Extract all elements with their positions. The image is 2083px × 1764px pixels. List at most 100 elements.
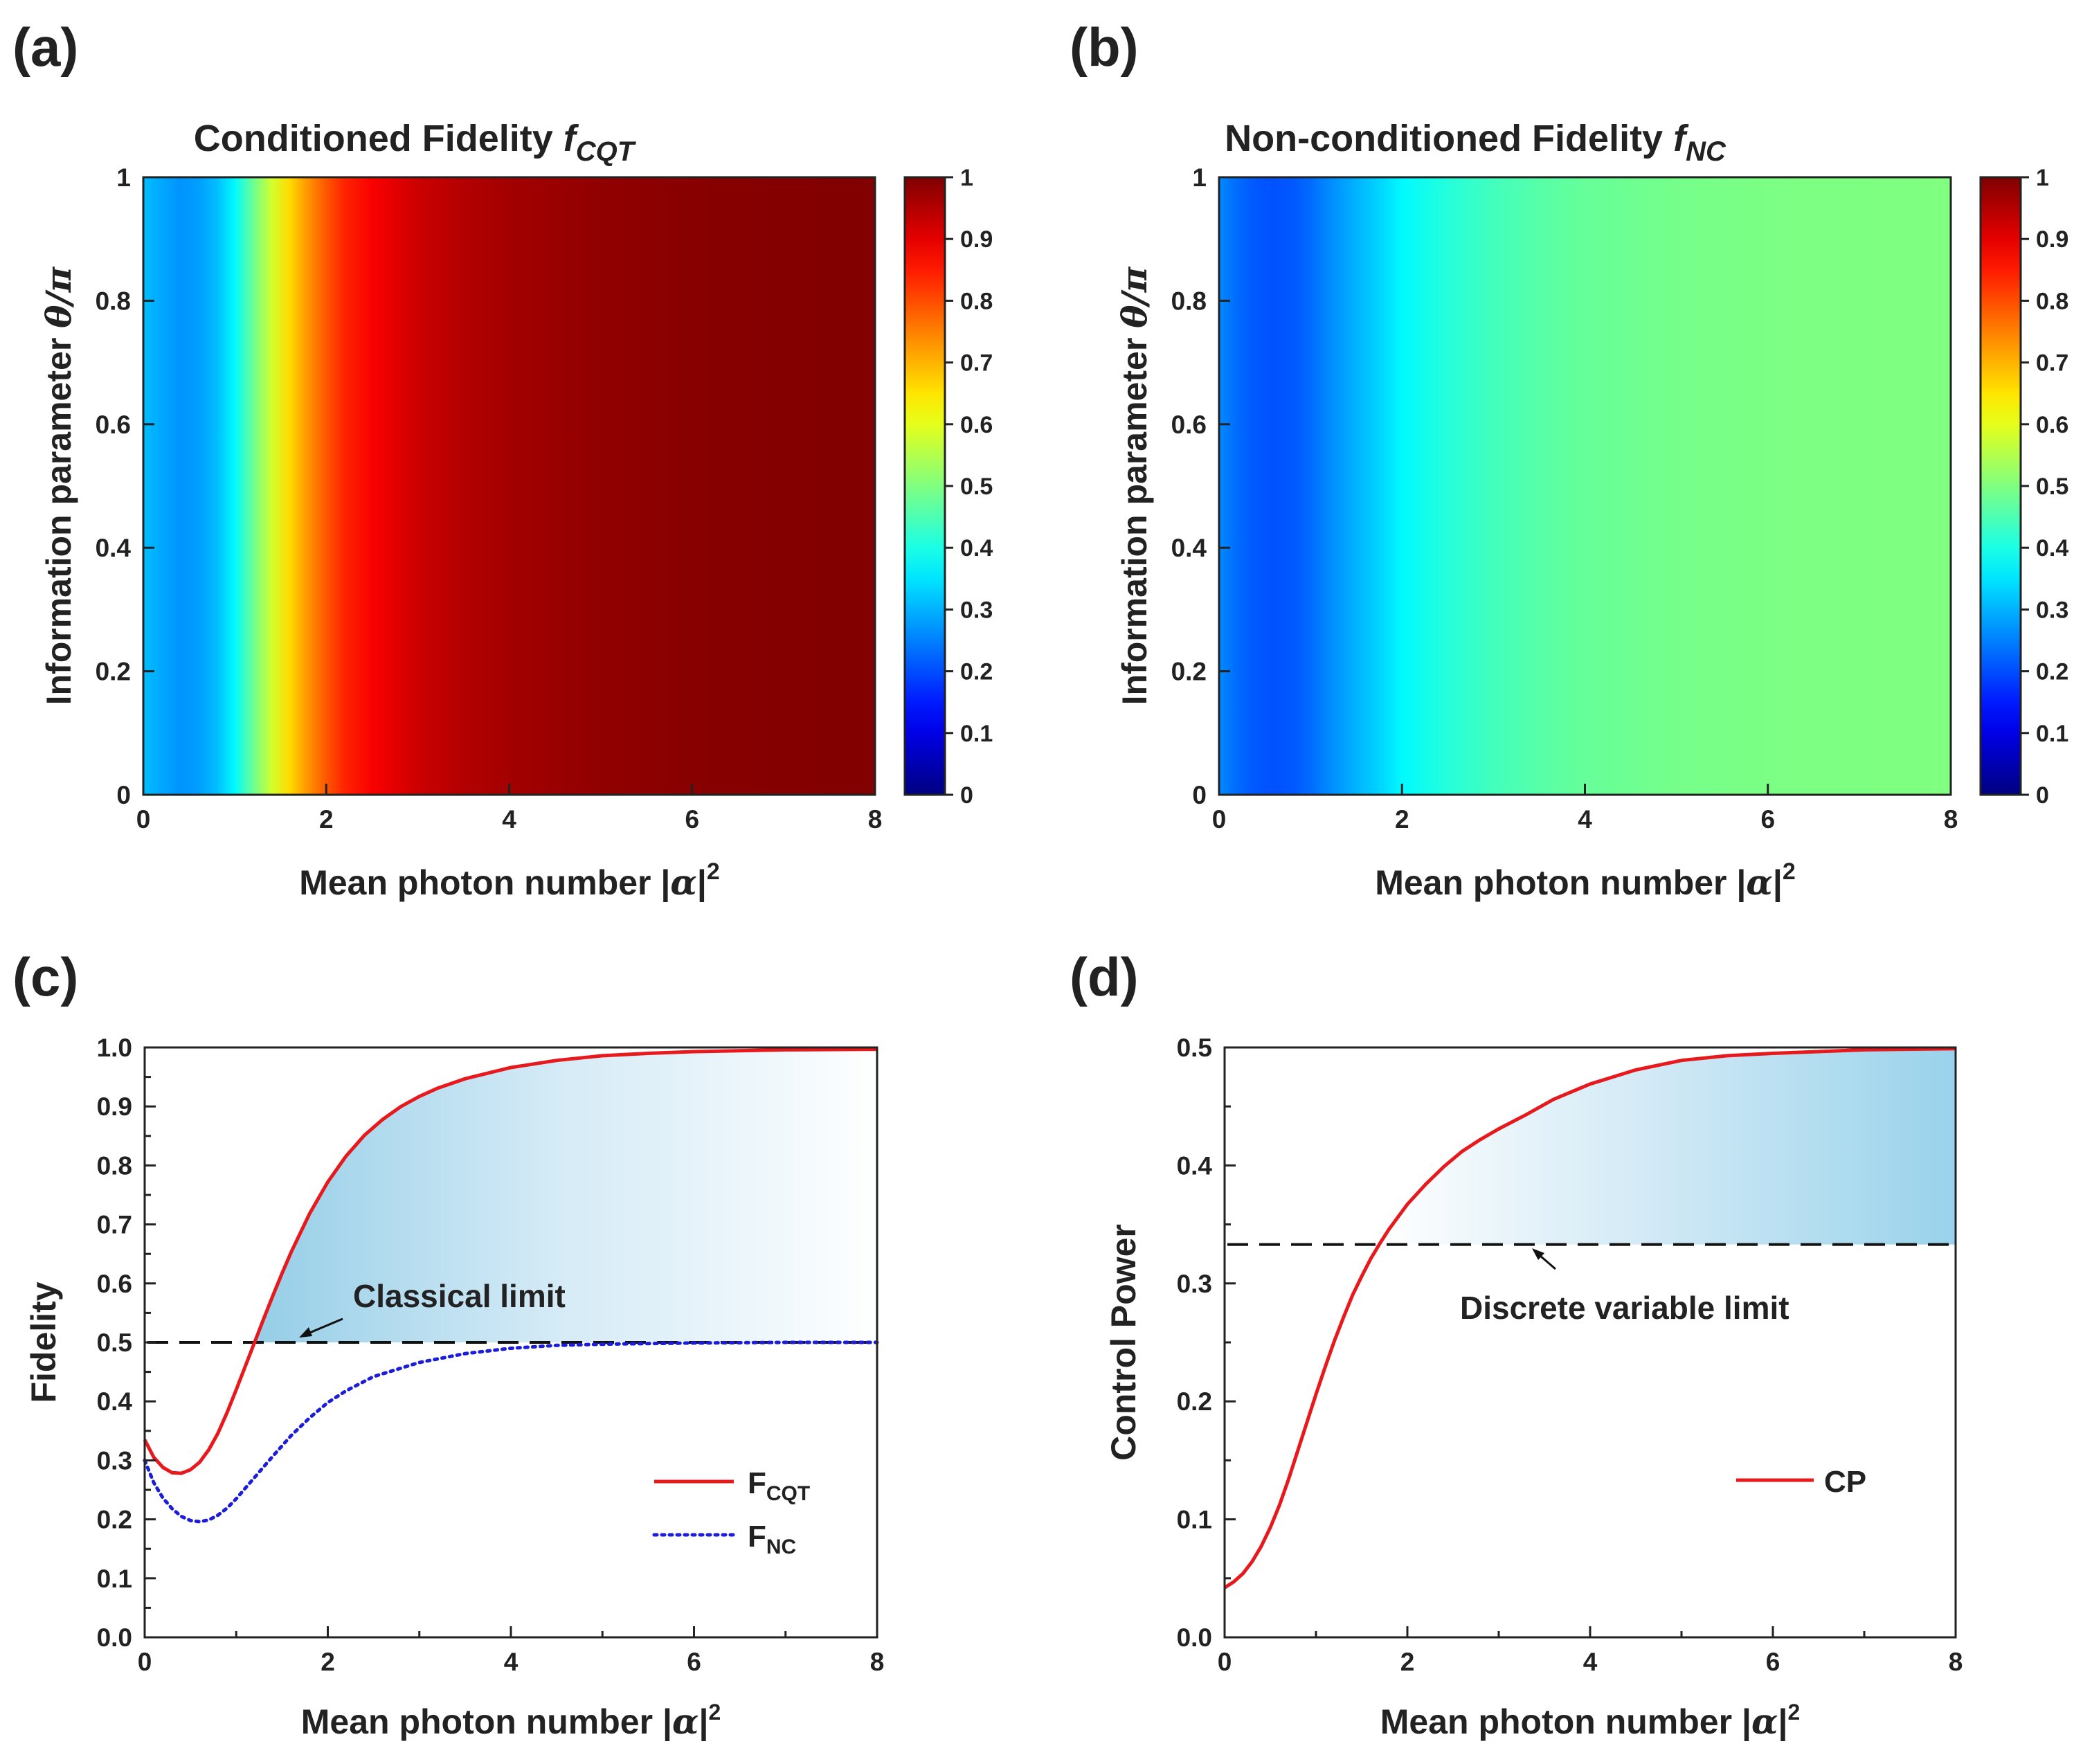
y-tick-label: 0.2 [96,658,131,686]
y-tick-label: 0.1 [1177,1506,1212,1534]
y-tick-label: 0.2 [1177,1387,1212,1416]
y-tick-label: 0.2 [97,1506,132,1534]
panel-d-x-ticks: 0 2 4 6 8 [1218,1626,1963,1676]
x-tick-label: 6 [1766,1648,1780,1676]
panel-d-x-label: Mean photon number |α|2 [1380,1700,1800,1742]
y-tick-label: 0.4 [1177,1151,1213,1180]
y-tick-label: 0 [1192,781,1207,809]
y-tick-label: 0.6 [96,411,131,439]
y-tick-label: 0.3 [1177,1270,1212,1298]
colorbar-tick-label: 0.6 [960,412,993,438]
panel-c-label: (c) [12,946,78,1007]
panel-c-series-fcqt-line [143,1047,878,1475]
panel-c-series-fnc-line [143,1340,879,1524]
x-tick-label: 0 [138,1648,152,1676]
panel-a-title: Conditioned Fidelity fCQT [194,118,637,167]
y-tick-label: 0.4 [96,534,132,562]
colorbar-tick-label: 0.7 [960,350,993,377]
colorbar-tick-label: 0.9 [960,226,993,253]
colorbar-tick-label: 0.3 [2036,597,2068,623]
panel-a-x-ticks: 0 2 4 6 8 [136,784,882,834]
panel-d-label: (d) [1070,946,1139,1007]
x-tick-label: 8 [1949,1648,1963,1676]
y-tick-label: 0.0 [97,1623,132,1652]
y-tick-label: 1.0 [97,1034,132,1062]
x-tick-label: 6 [1760,805,1775,834]
panel-b-label: (b) [1070,17,1139,78]
panel-c-annotation: Classical limit [353,1278,566,1314]
x-tick-label: 4 [1583,1648,1598,1676]
panel-c: (c) 0 2 4 6 8 0.0 0.1 0.2 0.3 0.4 0.5 0.6 0.7 0.8 0.9… [12,946,884,1742]
x-tick-label: 2 [1395,805,1409,834]
panel-c-x-label: Mean photon number |α|2 [301,1700,721,1742]
y-tick-label: 0.3 [97,1446,132,1475]
y-tick-label: 0.7 [97,1211,132,1239]
y-tick-label: 0.8 [1171,287,1207,315]
panel-b: (b) Non-conditioned Fidelity fNC 0 2 4 6 8 0… [1070,17,2068,903]
y-tick-label: 0.8 [97,1151,132,1180]
y-tick-label: 1 [116,163,131,192]
x-tick-label: 0 [136,805,151,834]
colorbar-tick-label: 0.2 [2036,659,2068,685]
colorbar-tick-label: 0.1 [960,721,993,747]
y-tick-label: 0.5 [1177,1034,1212,1062]
x-tick-label: 4 [504,1648,519,1676]
panel-a-label: (a) [12,17,78,78]
x-tick-label: 2 [1400,1648,1415,1676]
panel-d-advantage-region [1379,1048,1956,1245]
colorbar-tick-label: 0.8 [2036,288,2068,314]
panel-a-x-label: Mean photon number |α|2 [299,858,720,903]
panel-c-legend-fnc: FNC [748,1520,796,1558]
panel-b-colorbar [1981,177,2021,795]
colorbar-tick-label: 0.4 [2036,535,2068,561]
y-tick-label: 0.4 [1171,534,1207,562]
x-tick-label: 2 [319,805,334,834]
colorbar-tick-label: 0.3 [960,597,993,623]
x-tick-label: 8 [1944,805,1958,834]
colorbar-tick-label: 0.6 [2036,412,2068,438]
y-tick-label: 0.8 [96,287,131,315]
colorbar-tick-label: 0.5 [2036,474,2068,500]
x-tick-label: 2 [321,1648,335,1676]
panel-c-advantage-region [255,1049,877,1342]
x-tick-label: 6 [685,805,699,834]
panel-b-title: Non-conditioned Fidelity fNC [1225,118,1726,167]
panel-a-colorbar-ticks: 0 0.1 0.2 0.3 0.4 0.5 0.6 0.7 0.8 0.9 1 [945,165,993,809]
panel-a-colorbar [905,177,945,795]
panel-b-x-ticks: 0 2 4 6 8 [1212,784,1958,834]
panel-d-y-ticks: 0.0 0.1 0.2 0.3 0.4 0.5 [1177,1034,1236,1652]
panel-d-legend-cp: CP [1824,1465,1866,1499]
x-tick-label: 4 [1578,805,1592,834]
x-tick-label: 0 [1212,805,1227,834]
y-tick-label: 0.4 [97,1387,133,1416]
panel-b-colorbar-ticks: 0 0.1 0.2 0.3 0.4 0.5 0.6 0.7 0.8 0.9 1 [2021,165,2068,809]
y-tick-label: 1 [1192,163,1207,192]
panel-d-annotation: Discrete variable limit [1460,1290,1789,1326]
panel-c-y-ticks: 0.0 0.1 0.2 0.3 0.4 0.5 0.6 0.7 0.8 0.9 1.0 [97,1034,156,1652]
colorbar-tick-label: 0.7 [2036,350,2068,377]
colorbar-tick-label: 1 [2036,165,2049,191]
colorbar-tick-label: 0.9 [2036,226,2068,253]
panel-d-y-label: Control Power [1104,1224,1143,1461]
panel-a-y-label: Information parameter θ/π [38,266,79,705]
panel-b-heatmap [1219,177,1951,795]
y-tick-label: 0.9 [97,1092,132,1121]
panel-b-y-ticks: 0 0.2 0.4 0.6 0.8 1 [1171,163,1230,809]
panel-a-heatmap [143,177,875,795]
colorbar-tick-label: 1 [960,165,973,191]
x-tick-label: 6 [687,1648,701,1676]
x-tick-label: 4 [502,805,516,834]
colorbar-tick-label: 0.4 [960,535,993,561]
panel-d-series-cp-line [1223,1047,1956,1590]
colorbar-tick-label: 0.2 [960,659,993,685]
y-tick-label: 0.2 [1171,658,1207,686]
y-tick-label: 0 [116,781,131,809]
y-tick-label: 0.6 [1171,411,1207,439]
y-tick-label: 0.6 [97,1270,132,1298]
panel-b-x-label: Mean photon number |α|2 [1375,858,1796,903]
colorbar-tick-label: 0.8 [960,288,993,314]
y-tick-label: 0.1 [97,1565,132,1593]
panel-b-y-label: Information parameter θ/π [1114,266,1155,705]
panel-d: (d) 0 2 4 6 8 0.0 0.1 0.2 0.3 0.4 0.5 Discrete va… [1070,946,1963,1742]
